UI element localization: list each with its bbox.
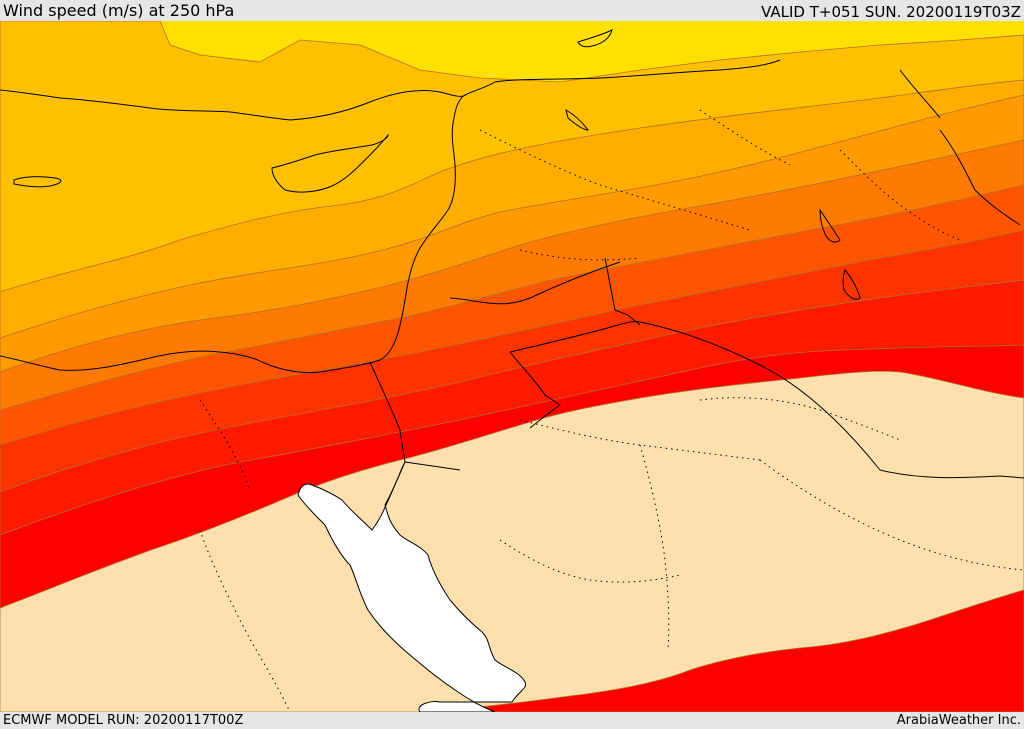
brand-label: ArabiaWeather Inc. [896, 713, 1021, 728]
model-run: ECMWF MODEL RUN: 20200117T00Z [3, 713, 244, 728]
red-sea [297, 461, 527, 712]
chart-title: Wind speed (m/s) at 250 hPa [3, 1, 235, 20]
header-bar: Wind speed (m/s) at 250 hPa VALID T+051 … [0, 0, 1024, 21]
footer-bar: ECMWF MODEL RUN: 20200117T00Z ArabiaWeat… [0, 712, 1024, 729]
wind-speed-map [0, 21, 1024, 712]
coastlines [0, 29, 1024, 479]
admin-borders [199, 109, 1024, 712]
valid-time: VALID T+051 SUN. 20200119T03Z [761, 3, 1021, 21]
